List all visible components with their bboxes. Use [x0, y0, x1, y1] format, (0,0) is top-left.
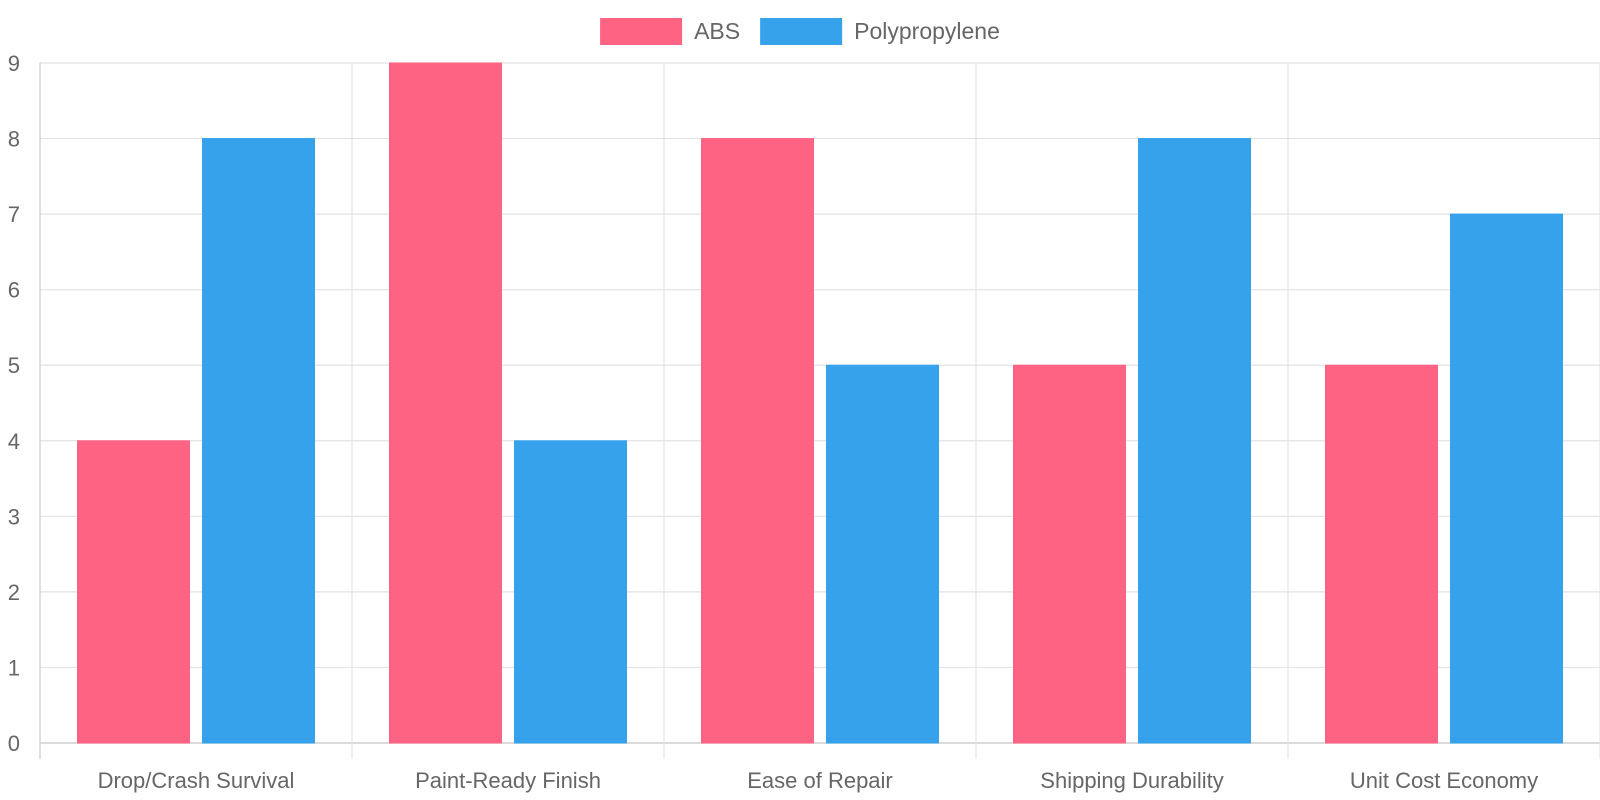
y-tick-label: 2: [8, 580, 20, 605]
y-tick-label: 8: [8, 127, 20, 152]
y-tick-label: 1: [8, 655, 20, 680]
bar-abs-1: [77, 440, 190, 744]
bars-layer: [77, 62, 1563, 744]
bar-polypropylene-3: [826, 364, 939, 744]
y-tick-label: 9: [8, 51, 20, 76]
legend-swatch-abs[interactable]: [600, 18, 683, 45]
bar-abs-5: [1325, 364, 1438, 744]
axis-layer: 0 1 2 3 4 5 6 7 8 9 Drop/Crash Survival Paint-Ready…: [8, 51, 1538, 793]
legend-swatch-polypropylene[interactable]: [760, 18, 843, 45]
bar-polypropylene-1: [202, 138, 315, 744]
x-tick-label: Shipping Durability: [1040, 768, 1223, 793]
bar-abs-3: [701, 138, 814, 744]
y-tick-label: 0: [8, 731, 20, 756]
bar-abs-2: [389, 62, 502, 744]
legend-label-abs[interactable]: ABS: [694, 18, 740, 44]
legend-label-polypropylene[interactable]: Polypropylene: [854, 18, 1000, 44]
y-tick-label: 7: [8, 202, 20, 227]
x-tick-label: Unit Cost Economy: [1350, 768, 1538, 793]
y-tick-label: 5: [8, 353, 20, 378]
x-tick-label: Paint-Ready Finish: [415, 768, 601, 793]
y-tick-label: 3: [8, 504, 20, 529]
y-tick-label: 6: [8, 278, 20, 303]
x-tick-label: Ease of Repair: [747, 768, 893, 793]
bar-polypropylene-5: [1450, 213, 1563, 744]
bar-abs-4: [1013, 364, 1126, 744]
x-tick-label: Drop/Crash Survival: [98, 768, 295, 793]
legend: ABS Polypropylene: [600, 18, 1000, 45]
bar-polypropylene-2: [514, 440, 627, 744]
y-tick-label: 4: [8, 429, 20, 454]
bar-polypropylene-4: [1138, 138, 1251, 744]
